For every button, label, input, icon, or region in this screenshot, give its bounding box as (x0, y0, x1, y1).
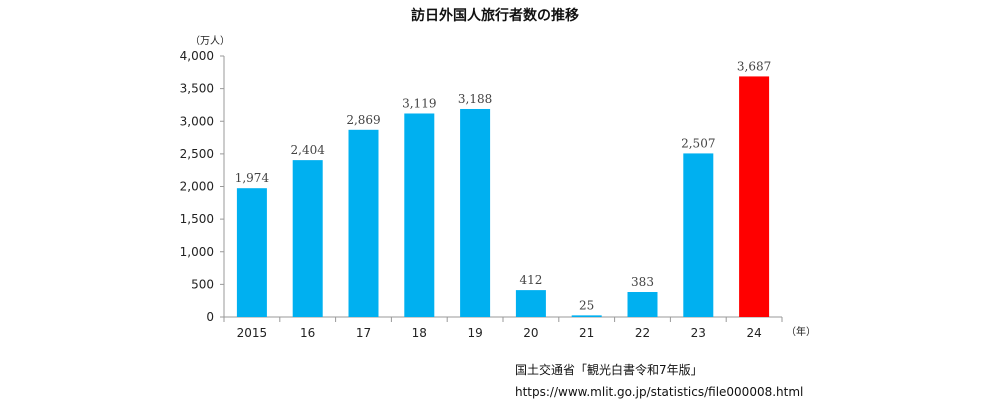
bar-16 (292, 160, 323, 317)
x-tick-label: 19 (467, 326, 482, 340)
data-labels: 1,974 2,404 2,869 3,119 3,188 412 25 383 2,507 3,… (235, 59, 772, 312)
x-axis: 2015 16 17 18 19 20 21 22 23 24 (223, 316, 783, 340)
x-tick-label: 21 (579, 326, 594, 340)
data-label-2015: 1,974 (235, 171, 270, 185)
bar-19 (460, 108, 491, 317)
data-label-21: 25 (579, 298, 594, 312)
x-tick-label: 18 (412, 326, 427, 340)
bar-22 (627, 292, 658, 317)
y-tick-label: 2,500 (180, 147, 214, 161)
x-tick-label: 22 (635, 326, 650, 340)
y-axis: 0 500 1,000 1,500 2,000 2,500 3,000 3,500 4,000 (180, 49, 225, 324)
y-unit-label: （万人） (190, 35, 230, 47)
x-tick-label: 23 (691, 326, 706, 340)
source-citation: 国土交通省「観光白書令和7年版」 (515, 363, 703, 377)
x-tick-label: 2015 (237, 326, 268, 340)
y-tick-label: 4,000 (180, 49, 214, 63)
bar-18 (404, 113, 435, 317)
y-tick-label: 3,000 (180, 114, 214, 128)
data-label-23: 2,507 (681, 136, 715, 150)
x-tick-label: 16 (300, 326, 315, 340)
bars (236, 76, 770, 317)
bar-17 (348, 129, 379, 317)
x-unit-label: （年） (786, 325, 816, 338)
data-label-16: 2,404 (291, 143, 326, 157)
bar-20 (515, 290, 546, 317)
bar-23 (683, 153, 714, 317)
data-label-22: 383 (631, 275, 654, 289)
x-tick-label: 20 (523, 326, 538, 340)
y-tick-label: 1,000 (180, 245, 214, 259)
y-tick-label: 500 (191, 277, 214, 291)
data-label-19: 3,188 (458, 92, 492, 106)
y-tick-label: 2,000 (180, 180, 214, 194)
y-tick-label: 1,500 (180, 212, 214, 226)
data-label-24: 3,687 (737, 59, 771, 73)
data-label-20: 412 (519, 273, 542, 287)
bar-21 (571, 315, 602, 317)
bar-24 (739, 76, 770, 317)
y-tick-label: 3,500 (180, 82, 214, 96)
x-tick-label: 17 (356, 326, 371, 340)
x-tick-label: 24 (746, 326, 761, 340)
data-label-18: 3,119 (402, 96, 436, 110)
chart-title: 訪日外国人旅行者数の推移 (411, 8, 579, 24)
data-label-17: 2,869 (346, 113, 380, 127)
y-tick-label: 0 (206, 310, 214, 324)
bar-2015 (236, 188, 267, 317)
source-url[interactable]: https://www.mlit.go.jp/statistics/file00… (515, 385, 804, 399)
